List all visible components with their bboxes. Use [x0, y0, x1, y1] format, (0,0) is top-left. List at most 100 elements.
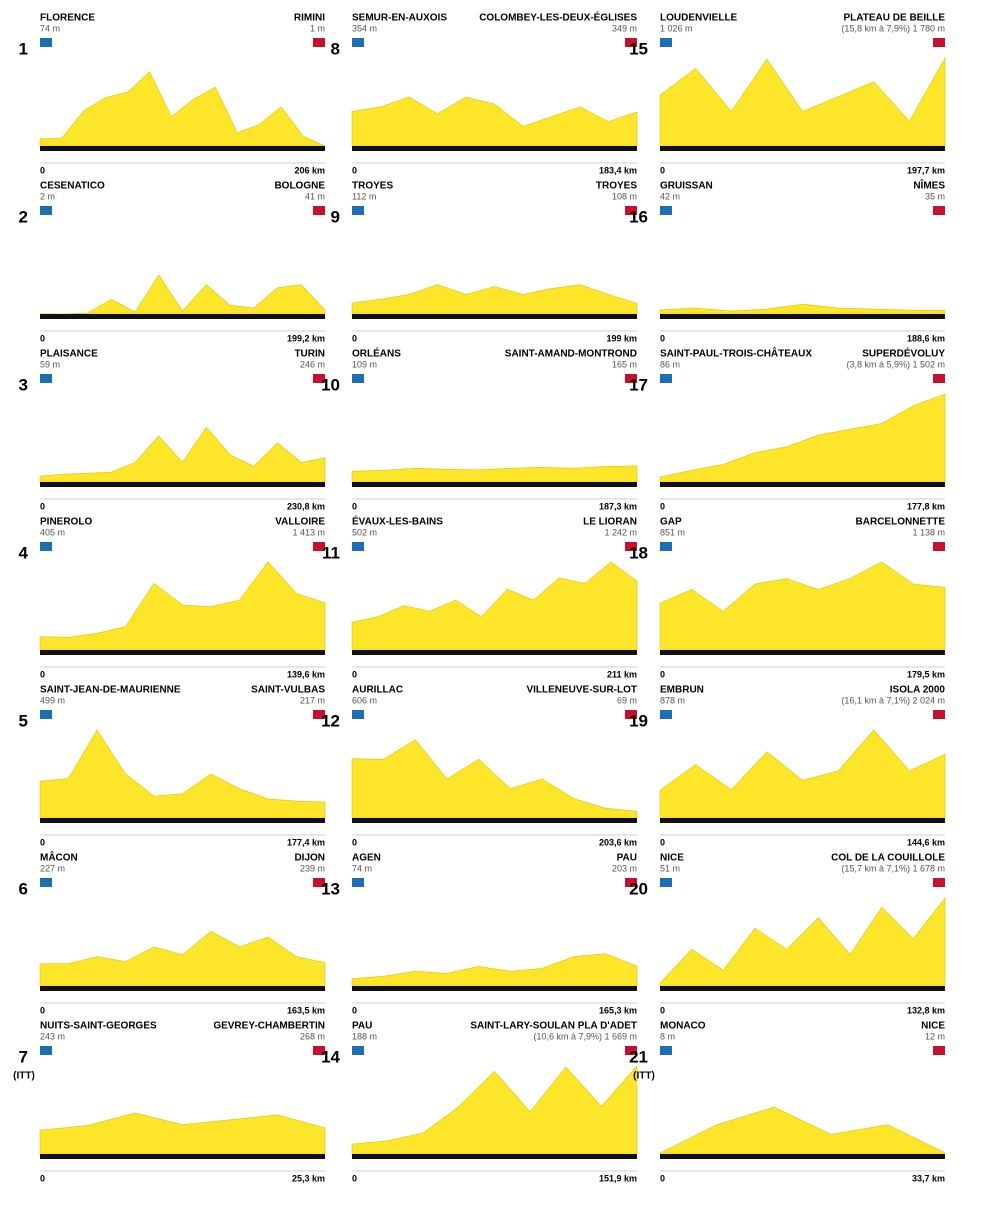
stage-distance: 163,5 km — [287, 1005, 325, 1015]
finish-altitude: (16,1 km à 7,1%) 2 024 m — [841, 695, 945, 705]
start-flag — [660, 710, 672, 719]
stage-number: 18 — [629, 543, 648, 562]
finish-altitude: 1 m — [310, 23, 325, 33]
finish-flag — [313, 38, 325, 47]
start-town: PAU — [352, 1021, 372, 1032]
distance-zero: 0 — [40, 501, 45, 511]
distance-zero: 0 — [352, 165, 357, 175]
stage-distance: 197,7 km — [907, 165, 945, 175]
start-flag — [660, 878, 672, 887]
finish-flag — [625, 542, 637, 551]
finish-town: NICE — [921, 1021, 945, 1032]
start-flag — [352, 542, 364, 551]
distance-zero: 0 — [660, 165, 665, 175]
distance-bar — [660, 986, 945, 991]
finish-flag — [933, 38, 945, 47]
start-flag — [660, 542, 672, 551]
elevation-profile — [351, 465, 638, 483]
distance-zero: 0 — [40, 669, 45, 679]
stage-number: 8 — [331, 39, 340, 58]
elevation-profile — [659, 56, 946, 147]
finish-flag — [933, 206, 945, 215]
finish-town: COLOMBEY-LES-DEUX-ÉGLISES — [479, 11, 637, 24]
start-flag — [352, 38, 364, 47]
finish-altitude: (15,7 km à 7,1%) 1 678 m — [841, 863, 945, 873]
start-flag — [352, 710, 364, 719]
finish-altitude: 35 m — [925, 191, 945, 201]
finish-town: SUPERDÉVOLUY — [862, 347, 945, 360]
start-flag — [660, 374, 672, 383]
finish-flag — [625, 206, 637, 215]
stage-distance: 177,4 km — [287, 837, 325, 847]
finish-altitude: (15,8 km à 7,9%) 1 780 m — [841, 23, 945, 33]
stage-number: 3 — [19, 375, 28, 394]
start-altitude: 112 m — [352, 191, 376, 201]
finish-flag — [933, 1046, 945, 1055]
start-altitude: 109 m — [352, 359, 377, 369]
start-flag — [40, 206, 52, 215]
stage-distance: 33,7 km — [912, 1173, 945, 1183]
distance-zero: 0 — [40, 1005, 45, 1015]
elevation-profile — [351, 1065, 638, 1155]
start-town: GAP — [660, 517, 682, 528]
finish-altitude: 1 413 m — [292, 527, 325, 537]
start-flag — [660, 206, 672, 215]
finish-altitude: 1 242 m — [604, 527, 637, 537]
stage-number: 14 — [321, 1047, 340, 1066]
start-town: NICE — [660, 853, 684, 864]
start-altitude: 878 m — [660, 695, 685, 705]
start-town: FLORENCE — [40, 13, 95, 24]
elevation-profile — [351, 96, 638, 147]
start-town: TROYES — [352, 181, 393, 192]
stage-distance: 25,3 km — [292, 1173, 325, 1183]
distance-zero: 0 — [352, 501, 357, 511]
distance-bar — [660, 650, 945, 655]
stage-number: 6 — [19, 879, 28, 898]
start-altitude: 86 m — [660, 359, 680, 369]
finish-town: TROYES — [596, 181, 637, 192]
elevation-profile — [659, 303, 946, 315]
finish-altitude: 12 m — [925, 1031, 945, 1041]
start-town: ÉVAUX-LES-BAINS — [352, 515, 443, 528]
start-altitude: 51 m — [660, 863, 680, 873]
start-town: SAINT-PAUL-TROIS-CHÂTEAUX — [660, 347, 812, 360]
elevation-profile — [351, 953, 638, 987]
distance-zero: 0 — [40, 837, 45, 847]
finish-flag — [313, 206, 325, 215]
stage-note: (ITT) — [13, 1071, 35, 1082]
distance-zero: 0 — [352, 333, 357, 343]
stage-distance: 144,6 km — [907, 837, 945, 847]
stage-number: 7 — [19, 1047, 28, 1066]
distance-bar — [660, 314, 945, 319]
distance-bar — [352, 146, 637, 151]
stage-number: 10 — [321, 375, 340, 394]
distance-zero: 0 — [660, 1173, 665, 1183]
distance-zero: 0 — [40, 165, 45, 175]
distance-bar — [40, 818, 325, 823]
stage-distance: 132,8 km — [907, 1005, 945, 1015]
distance-bar — [40, 146, 325, 151]
finish-altitude: 349 m — [612, 23, 637, 33]
finish-altitude: 69 m — [617, 695, 637, 705]
finish-altitude: 203 m — [612, 863, 637, 873]
distance-zero: 0 — [40, 333, 45, 343]
stage-distance: 177,8 km — [907, 501, 945, 511]
stage-number: 17 — [629, 375, 648, 394]
start-flag — [660, 38, 672, 47]
elevation-profile — [39, 274, 326, 315]
finish-flag — [625, 1046, 637, 1055]
start-altitude: 227 m — [40, 863, 65, 873]
start-town: AGEN — [352, 853, 381, 864]
distance-bar — [660, 146, 945, 151]
